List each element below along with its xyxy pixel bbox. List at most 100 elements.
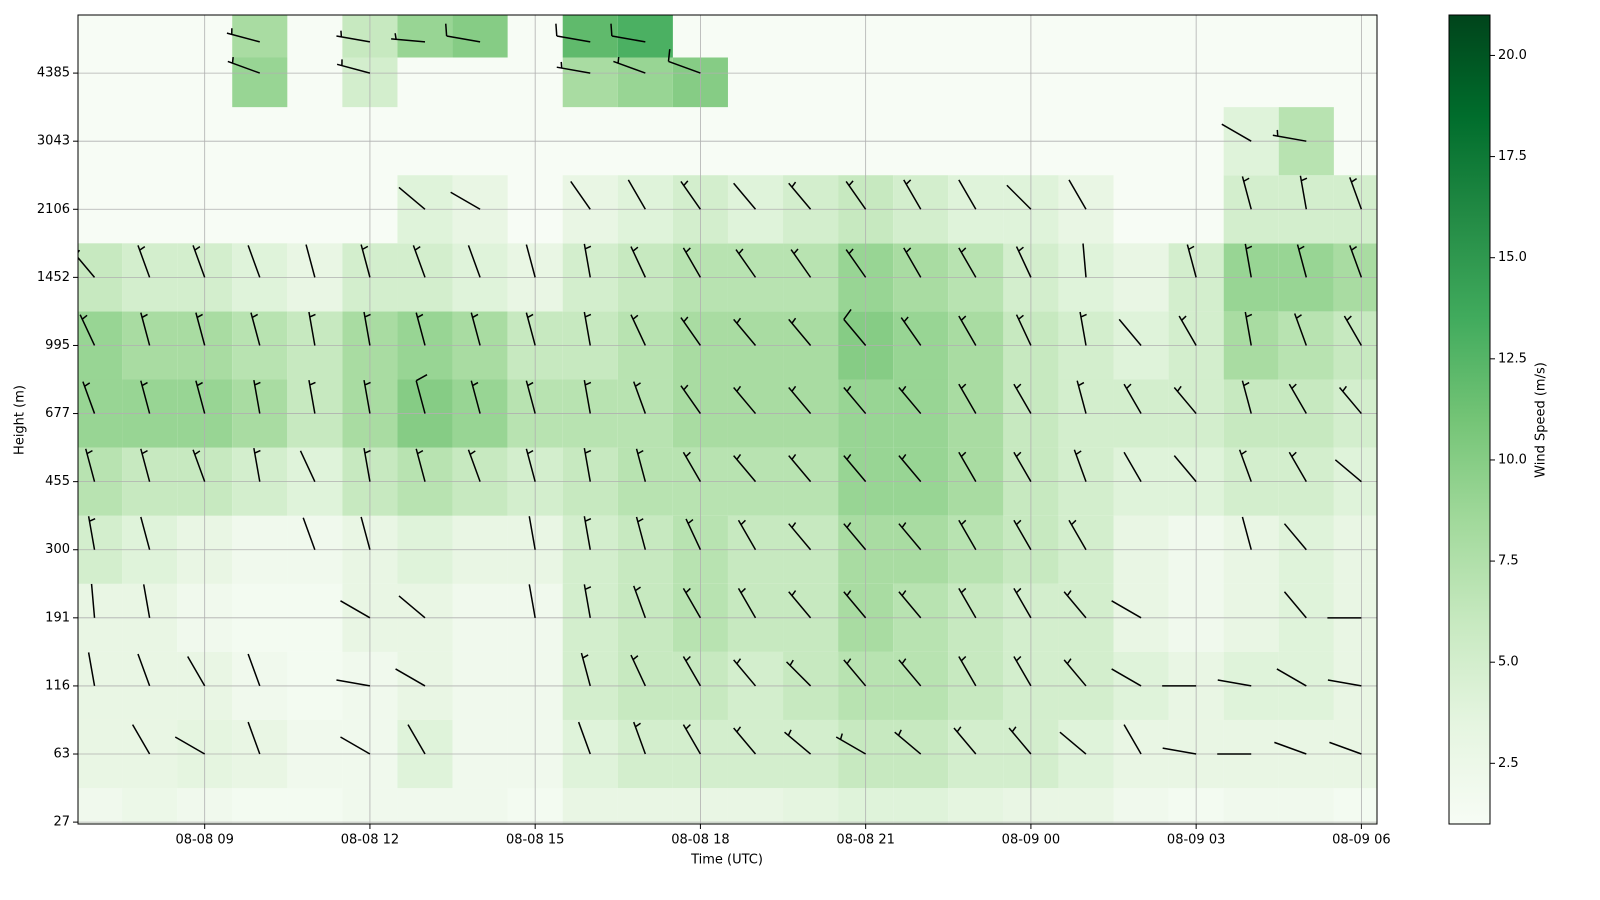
wind-barb — [1276, 668, 1307, 687]
wind-barb — [415, 312, 426, 346]
wind-barb — [1186, 244, 1197, 278]
colorbar-tick-label: 15.0 — [1498, 250, 1527, 265]
wind-barb — [788, 522, 812, 551]
wind-barb — [958, 587, 977, 619]
wind-barb — [1013, 519, 1032, 551]
wind-barb — [525, 448, 536, 482]
wind-barb — [308, 379, 316, 414]
wind-barb — [87, 652, 96, 687]
wind-barb — [788, 317, 812, 346]
wind-barb — [1327, 679, 1362, 687]
wind-barb — [845, 248, 867, 278]
wind-barb — [958, 451, 977, 483]
wind-barb — [131, 724, 151, 755]
wind-barb — [305, 244, 316, 278]
heat-cell — [948, 788, 1004, 824]
wind-barb — [1288, 451, 1307, 483]
wind-barb — [1079, 311, 1087, 346]
colorbar-tick-label: 2.5 — [1498, 756, 1519, 771]
wind-barb — [1123, 383, 1142, 414]
x-tick-label: 08-08 21 — [836, 833, 894, 848]
y-tick-label: 3043 — [37, 134, 70, 149]
wind-barb — [1238, 449, 1252, 482]
y-tick-label: 455 — [45, 474, 70, 489]
wind-barb — [1013, 655, 1032, 687]
wind-barb — [1173, 455, 1197, 483]
wind-barb — [733, 658, 757, 687]
wind-barb — [788, 453, 812, 483]
wind-barb — [528, 516, 536, 550]
wind-barb — [835, 733, 867, 755]
wind-barb — [1013, 451, 1032, 483]
wind-barb — [87, 516, 96, 550]
wind-barb — [90, 583, 96, 618]
heat-cell — [232, 788, 288, 824]
wind-barb — [788, 385, 812, 415]
wind-barb — [1178, 315, 1197, 346]
wind-barb — [843, 453, 867, 483]
wind-barb — [1111, 600, 1142, 619]
colorbar-tick-label: 10.0 — [1498, 452, 1527, 467]
wind-barb — [613, 56, 646, 74]
heat-cell — [617, 788, 673, 824]
x-tick-label: 08-08 12 — [341, 833, 399, 848]
x-axis-label: Time (UTC) — [690, 853, 763, 868]
wind-barb — [1299, 175, 1308, 210]
grid — [78, 15, 1377, 824]
wind-barb — [415, 448, 426, 482]
wind-barb — [680, 316, 702, 346]
wind-barb — [363, 448, 371, 482]
wind-barb — [667, 49, 701, 74]
wind-barb — [630, 654, 647, 687]
wind-barb — [1343, 315, 1363, 346]
y-tick-label: 4385 — [37, 66, 70, 81]
wind-barb — [635, 448, 647, 482]
wind-barb — [1293, 313, 1308, 346]
wind-barb — [82, 381, 96, 414]
wind-barb — [630, 314, 647, 346]
wind-barb — [1338, 385, 1362, 415]
wind-barb — [733, 385, 757, 415]
wind-barb — [682, 451, 702, 483]
wind-barb — [227, 56, 261, 74]
wind-barb — [192, 245, 206, 278]
wind-barb — [1068, 519, 1087, 551]
wind-barb — [733, 182, 757, 210]
wind-barb — [1283, 523, 1307, 551]
wind-barb — [630, 246, 647, 278]
wind-barb — [336, 679, 371, 687]
wind-barb — [363, 379, 371, 414]
wind-barb — [299, 450, 316, 482]
wind-barb — [845, 180, 867, 210]
wind-barb — [583, 584, 592, 618]
heat-cell — [1058, 788, 1114, 824]
wind-barb — [733, 453, 757, 483]
wind-barb — [682, 724, 702, 755]
wind-barb — [1073, 449, 1087, 482]
x-tick-label: 08-08 18 — [671, 833, 729, 848]
wind-barb — [898, 658, 922, 687]
wind-barb — [583, 243, 592, 278]
wind-barb — [737, 519, 757, 551]
heat-cell — [1223, 788, 1279, 824]
colorbar-tick-label: 12.5 — [1498, 351, 1527, 366]
wind-barb — [583, 516, 592, 550]
wind-barb — [79, 314, 96, 346]
wind-barb — [633, 721, 647, 755]
wind-barb — [685, 518, 702, 551]
wind-barb — [958, 247, 977, 278]
wind-barb — [682, 587, 702, 619]
wind-barb — [570, 180, 591, 210]
wind-barb — [302, 517, 316, 550]
wind-barb — [898, 453, 922, 483]
wind-barb — [1334, 459, 1362, 483]
y-tick-label: 116 — [45, 678, 70, 693]
wind-barb — [140, 516, 151, 550]
wind-barb — [1244, 243, 1253, 278]
wind-barb — [1013, 383, 1032, 414]
wind-barb — [790, 248, 812, 278]
heat-cell — [562, 788, 618, 824]
wind-barb — [843, 308, 867, 346]
wind-barb — [137, 245, 151, 278]
